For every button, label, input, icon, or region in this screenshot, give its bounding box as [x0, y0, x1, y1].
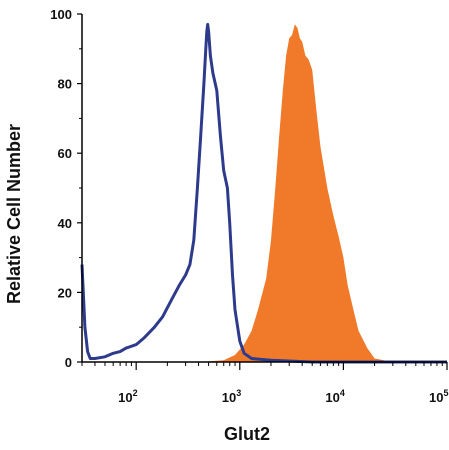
x-tick-label: 103: [222, 388, 241, 405]
x-tick-label: 102: [118, 388, 137, 405]
y-tick-label: 60: [58, 146, 72, 161]
x-tick-label: 105: [429, 388, 448, 405]
y-tick-label: 40: [58, 216, 72, 231]
axes: 0 20 40 60 80 100 102 103 104 105: [50, 7, 448, 405]
histogram-outline-series: [80, 22, 447, 364]
histogram-filled-series: [82, 24, 447, 363]
plot-area: [80, 22, 447, 364]
watermark-text: with permission from R&D Systems: [12, 10, 212, 23]
y-tick-label: 80: [58, 77, 72, 92]
y-axis-title: Relative Cell Number: [4, 124, 24, 304]
x-tick-label: 104: [325, 388, 344, 405]
x-axis-title: Glut2: [224, 424, 270, 444]
y-tick-label: 20: [58, 285, 72, 300]
y-tick-label: 0: [65, 355, 72, 370]
y-tick-label: 100: [50, 7, 72, 22]
